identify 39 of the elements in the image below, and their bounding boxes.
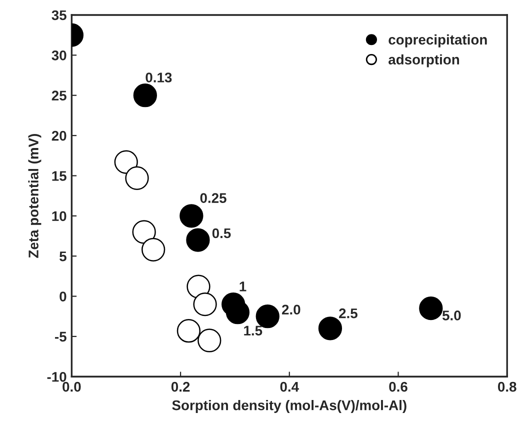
point [180, 204, 204, 228]
legend-label: adsorption [388, 54, 460, 68]
y-tick-label: 30 [52, 50, 66, 60]
annotation: 0.5 [212, 228, 231, 238]
point [125, 166, 149, 190]
x-tick-label: 0.2 [171, 382, 190, 392]
annotation: 0.13 [146, 72, 172, 82]
y-tick-label: 35 [52, 10, 66, 20]
y-tick-label: 20 [52, 130, 66, 141]
annotation: 0.25 [200, 193, 226, 203]
y-tick-label: -10 [47, 372, 66, 382]
annotation: 5.0 [442, 310, 461, 320]
annotation: 2.5 [339, 308, 358, 318]
point [318, 316, 342, 340]
x-tick-label: 0.6 [389, 382, 408, 392]
point [133, 84, 157, 108]
point [176, 319, 201, 343]
annotation: 1.5 [244, 326, 262, 336]
x-tick-label: 0.4 [280, 382, 299, 392]
x-axis-title: Sorption density (mol-As(V)/mol-Al) [172, 400, 406, 413]
point [142, 238, 166, 262]
x-tick-label: 0.0 [62, 382, 81, 392]
x-tick-label: 0.8 [498, 382, 516, 392]
y-tick-label: 25 [52, 90, 66, 101]
point [198, 328, 222, 352]
point [132, 220, 156, 244]
point [186, 228, 210, 252]
y-tick-label: -5 [55, 332, 66, 342]
y-tick-label: 15 [52, 171, 66, 181]
legend-label: coprecipitation [388, 34, 487, 48]
point [114, 150, 138, 174]
point [193, 292, 217, 316]
point [419, 296, 443, 320]
y-axis-title: Zeta potential (mV) [28, 134, 42, 258]
annotation: 1 [240, 282, 246, 292]
annotation: 2.0 [282, 304, 300, 315]
y-tick-label: 0 [60, 292, 66, 302]
y-tick-label: 5 [60, 252, 66, 262]
y-tick-label: 10 [52, 211, 66, 222]
